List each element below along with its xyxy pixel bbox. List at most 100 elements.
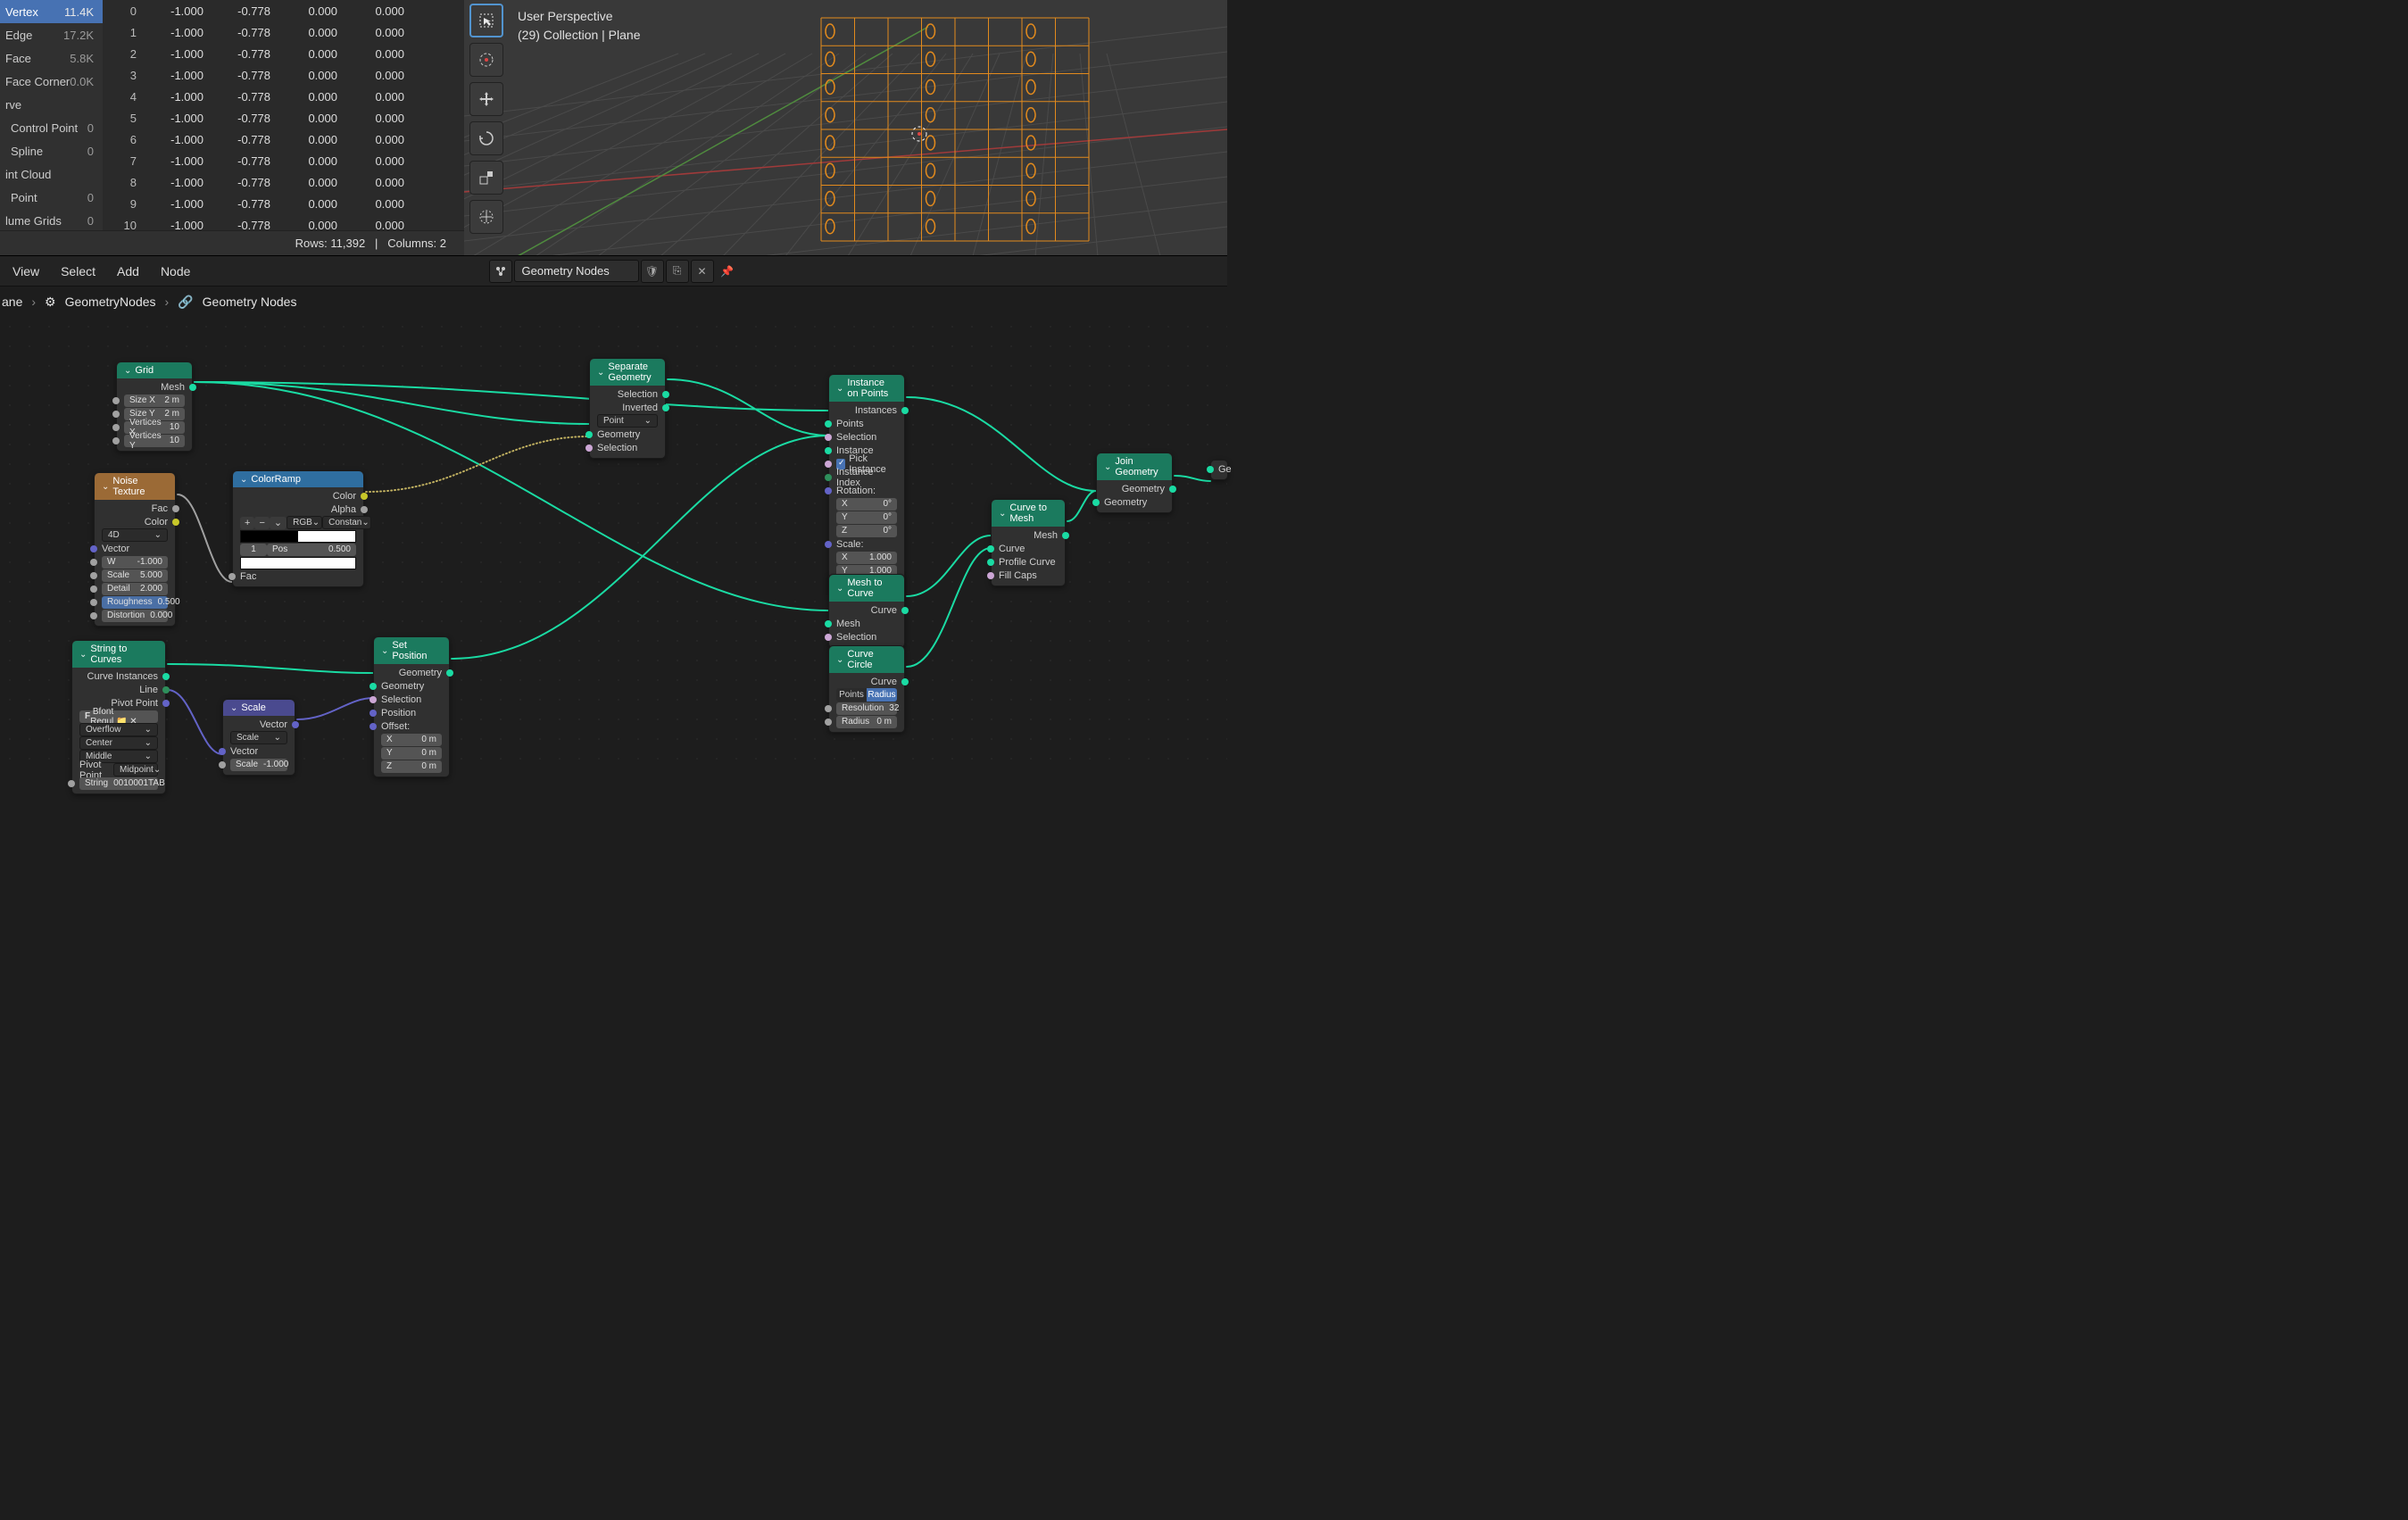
- field-vertices-y[interactable]: Vertices Y10: [117, 434, 192, 447]
- socket-selection[interactable]: Selection: [590, 441, 665, 454]
- socket-curve-instances[interactable]: Curve Instances: [72, 669, 165, 683]
- socket-instances[interactable]: Instances: [829, 403, 904, 417]
- domain-control-point[interactable]: Control Point0: [0, 116, 103, 139]
- menu-view[interactable]: View: [4, 261, 48, 282]
- field-x[interactable]: X1.000: [829, 551, 904, 564]
- field-z[interactable]: Z0°: [829, 524, 904, 537]
- unlink-icon[interactable]: ✕: [691, 260, 714, 283]
- node-string-to-curves[interactable]: String to CurvesCurve InstancesLinePivot…: [71, 640, 166, 794]
- socket-geometry[interactable]: Geometry: [374, 679, 449, 693]
- field-y[interactable]: Y0 m: [374, 746, 449, 760]
- node-separate-geometry[interactable]: Separate GeometrySelectionInvertedPointG…: [589, 358, 666, 459]
- socket-fac[interactable]: Fac: [233, 569, 363, 583]
- socket-curve[interactable]: Curve: [829, 603, 904, 617]
- socket-geometry[interactable]: Geometry: [590, 428, 665, 441]
- socket-vector[interactable]: Vector: [223, 744, 295, 758]
- rotate-tool-button[interactable]: [469, 121, 503, 155]
- domain-vertex[interactable]: Vertex11.4K: [0, 0, 103, 23]
- node-join-geometry[interactable]: Join GeometryGeometryGeometry: [1096, 453, 1173, 513]
- node-curve-circle[interactable]: Curve CircleCurvePointsRadiusResolution3…: [828, 645, 905, 733]
- field-x[interactable]: X0 m: [374, 733, 449, 746]
- node-color-ramp[interactable]: ColorRampColorAlpha+−⌄RGBConstan1Pos0.50…: [232, 470, 364, 587]
- field-string[interactable]: String0010001TAB: [72, 777, 165, 790]
- socket-selection[interactable]: Selection: [374, 693, 449, 706]
- domain-volume-grids[interactable]: lume Grids0: [0, 209, 103, 230]
- breadcrumb-object[interactable]: ane: [2, 295, 22, 309]
- socket-line[interactable]: Line: [72, 683, 165, 696]
- menu-select[interactable]: Select: [52, 261, 104, 282]
- node-editor-canvas[interactable]: GridMeshSize X2 mSize Y2 mVertices X10Ve…: [0, 317, 1227, 775]
- socket-inverted[interactable]: Inverted: [590, 401, 665, 414]
- socket-vector[interactable]: Vector: [223, 718, 295, 731]
- field-distortion[interactable]: Distortion0.000: [95, 609, 175, 622]
- socket-mesh[interactable]: Mesh: [829, 617, 904, 630]
- node-curve-to-mesh[interactable]: Curve to MeshMeshCurveProfile CurveFill …: [991, 499, 1066, 586]
- table-row: 3-1.000-0.7780.0000.000: [103, 64, 464, 86]
- socket-geometry[interactable]: Geometry: [1097, 482, 1172, 495]
- breadcrumb-nodetree[interactable]: Geometry Nodes: [203, 295, 297, 309]
- move-tool-button[interactable]: [469, 82, 503, 116]
- field-size-x[interactable]: Size X2 m: [117, 394, 192, 407]
- nodetree-type-icon[interactable]: [489, 260, 512, 283]
- socket-geometry[interactable]: Geometry: [374, 666, 449, 679]
- field-scale[interactable]: Scale5.000: [95, 569, 175, 582]
- domain-point[interactable]: Point0: [0, 186, 103, 209]
- field-resolution[interactable]: Resolution32: [829, 702, 904, 715]
- breadcrumb: ane › ⚙ GeometryNodes › 🔗 Geometry Nodes: [0, 287, 1227, 317]
- cursor-tool-button[interactable]: [469, 43, 503, 77]
- domain-edge[interactable]: Edge17.2K: [0, 23, 103, 46]
- socket-selection[interactable]: Selection: [829, 430, 904, 444]
- fake-user-icon[interactable]: ⎘: [666, 260, 689, 283]
- socket-selection[interactable]: Selection: [829, 630, 904, 644]
- menu-add[interactable]: Add: [108, 261, 148, 282]
- nodetree-name-field[interactable]: Geometry Nodes: [514, 260, 639, 282]
- socket-selection[interactable]: Selection: [590, 387, 665, 401]
- socket-profile-curve[interactable]: Profile Curve: [992, 555, 1065, 569]
- socket-mesh[interactable]: Mesh: [117, 380, 192, 394]
- socket-position[interactable]: Position: [374, 706, 449, 719]
- spreadsheet-domain-list: Vertex11.4KEdge17.2KFace5.8KFace Corner0…: [0, 0, 103, 230]
- menu-node[interactable]: Node: [152, 261, 199, 282]
- nodes-icon: ⚙: [45, 295, 56, 310]
- field-scale[interactable]: Scale-1.000: [223, 758, 295, 771]
- socket-curve[interactable]: Curve: [829, 675, 904, 688]
- socket-ge[interactable]: Ge: [1211, 462, 1227, 476]
- pin-icon[interactable]: 📌: [716, 260, 739, 283]
- node-noise-texture[interactable]: Noise TextureFacColor4DVectorW-1.000Scal…: [94, 472, 176, 627]
- transform-tool-button[interactable]: [469, 200, 503, 234]
- domain-spline[interactable]: Spline0: [0, 139, 103, 162]
- socket-fac[interactable]: Fac: [95, 502, 175, 515]
- field-roughness[interactable]: Roughness0.500: [95, 595, 175, 609]
- socket-color[interactable]: Color: [233, 489, 363, 503]
- field-z[interactable]: Z0 m: [374, 760, 449, 773]
- socket-color[interactable]: Color: [95, 515, 175, 528]
- node-mesh-to-curve[interactable]: Mesh to CurveCurveMeshSelection: [828, 574, 905, 648]
- select-tool-button[interactable]: [469, 4, 503, 37]
- socket-points[interactable]: Points: [829, 417, 904, 430]
- node-vector-scale[interactable]: ScaleVectorScaleVectorScale-1.000: [222, 699, 295, 776]
- breadcrumb-modifier[interactable]: GeometryNodes: [65, 295, 156, 309]
- socket-geometry[interactable]: Geometry: [1097, 495, 1172, 509]
- 3d-viewport[interactable]: User Perspective (29) Collection | Plane: [464, 0, 1227, 255]
- shield-icon[interactable]: 🛡: [641, 260, 664, 283]
- field-detail[interactable]: Detail2.000: [95, 582, 175, 595]
- node-grid[interactable]: GridMeshSize X2 mSize Y2 mVertices X10Ve…: [116, 361, 193, 452]
- domain-point-cloud[interactable]: int Cloud: [0, 162, 103, 186]
- node-instance-on-points[interactable]: Instance on PointsInstancesPointsSelecti…: [828, 374, 905, 595]
- socket-fill-caps[interactable]: Fill Caps: [992, 569, 1065, 582]
- socket-curve[interactable]: Curve: [992, 542, 1065, 555]
- socket-mesh[interactable]: Mesh: [992, 528, 1065, 542]
- socket-alpha[interactable]: Alpha: [233, 503, 363, 516]
- node-set-position[interactable]: Set PositionGeometryGeometrySelectionPos…: [373, 636, 450, 777]
- field-radius[interactable]: Radius0 m: [829, 715, 904, 728]
- node-group-output[interactable]: Ge: [1210, 460, 1228, 480]
- field-y[interactable]: Y0°: [829, 511, 904, 524]
- socket-vector[interactable]: Vector: [95, 542, 175, 555]
- socket-instance-index[interactable]: Instance Index: [829, 470, 904, 484]
- domain-face[interactable]: Face5.8K: [0, 46, 103, 70]
- domain-face-corner[interactable]: Face Corner0.0K: [0, 70, 103, 93]
- scale-tool-button[interactable]: [469, 161, 503, 195]
- field-w[interactable]: W-1.000: [95, 555, 175, 569]
- field-x[interactable]: X0°: [829, 497, 904, 511]
- domain-curve[interactable]: rve: [0, 93, 103, 116]
